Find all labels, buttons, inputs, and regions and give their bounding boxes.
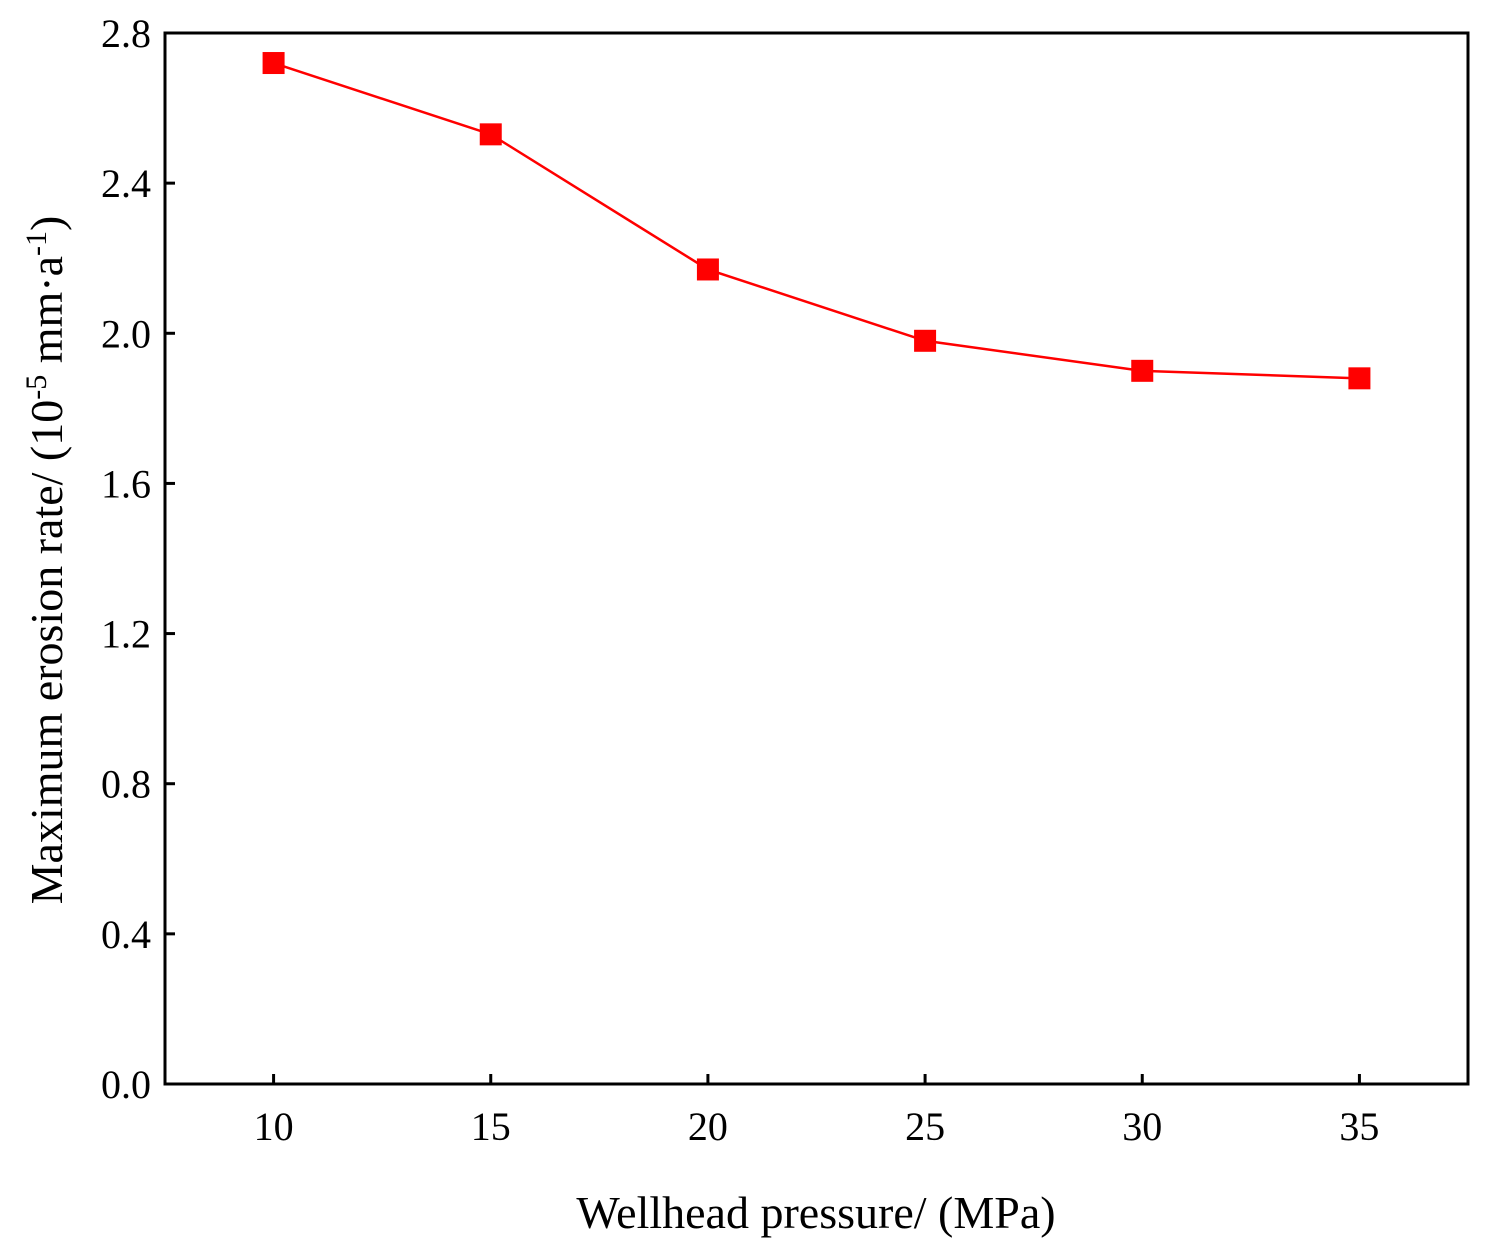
- y-axis-ticks: 0.0 0.4 0.8 1.2 1.6 2.0 2.4 2.8: [101, 11, 175, 1107]
- data-point: [262, 52, 285, 75]
- series-group: [262, 52, 1371, 390]
- x-tick-label: 10: [254, 1104, 294, 1149]
- data-point: [479, 123, 502, 146]
- y-axis-title-sup2: -1: [20, 231, 53, 256]
- x-axis-ticks: 10 15 20 25 30 35: [254, 1074, 1379, 1149]
- y-tick-label: 2.8: [101, 11, 151, 56]
- x-tick-label: 35: [1339, 1104, 1379, 1149]
- x-tick-label: 30: [1122, 1104, 1162, 1149]
- x-tick-label: 20: [688, 1104, 728, 1149]
- data-point: [1348, 367, 1371, 390]
- y-tick-label: 1.2: [101, 612, 151, 657]
- y-tick-label: 2.4: [101, 161, 151, 206]
- y-axis-title: Maximum erosion rate/ (10-5 mm·a-1): [20, 216, 73, 905]
- data-point: [1131, 359, 1154, 382]
- y-tick-label: 0.8: [101, 762, 151, 807]
- y-axis-title-end: ): [21, 216, 72, 231]
- x-tick-label: 25: [905, 1104, 945, 1149]
- y-tick-label: 0.0: [101, 1062, 151, 1107]
- y-tick-label: 1.6: [101, 461, 151, 506]
- y-tick-label: 2.0: [101, 311, 151, 356]
- y-axis-title-mid: mm·a: [21, 256, 72, 375]
- y-axis-title-main: Maximum erosion rate/ (10: [21, 400, 72, 905]
- x-tick-label: 15: [471, 1104, 511, 1149]
- data-point: [696, 258, 719, 281]
- data-point: [914, 329, 937, 352]
- x-axis-title: Wellhead pressure/ (MPa): [576, 1187, 1055, 1238]
- plot-frame: [163, 31, 1470, 1086]
- y-tick-label: 0.4: [101, 912, 151, 957]
- series-line: [273, 61, 1360, 380]
- y-axis-title-sup1: -5: [20, 375, 53, 400]
